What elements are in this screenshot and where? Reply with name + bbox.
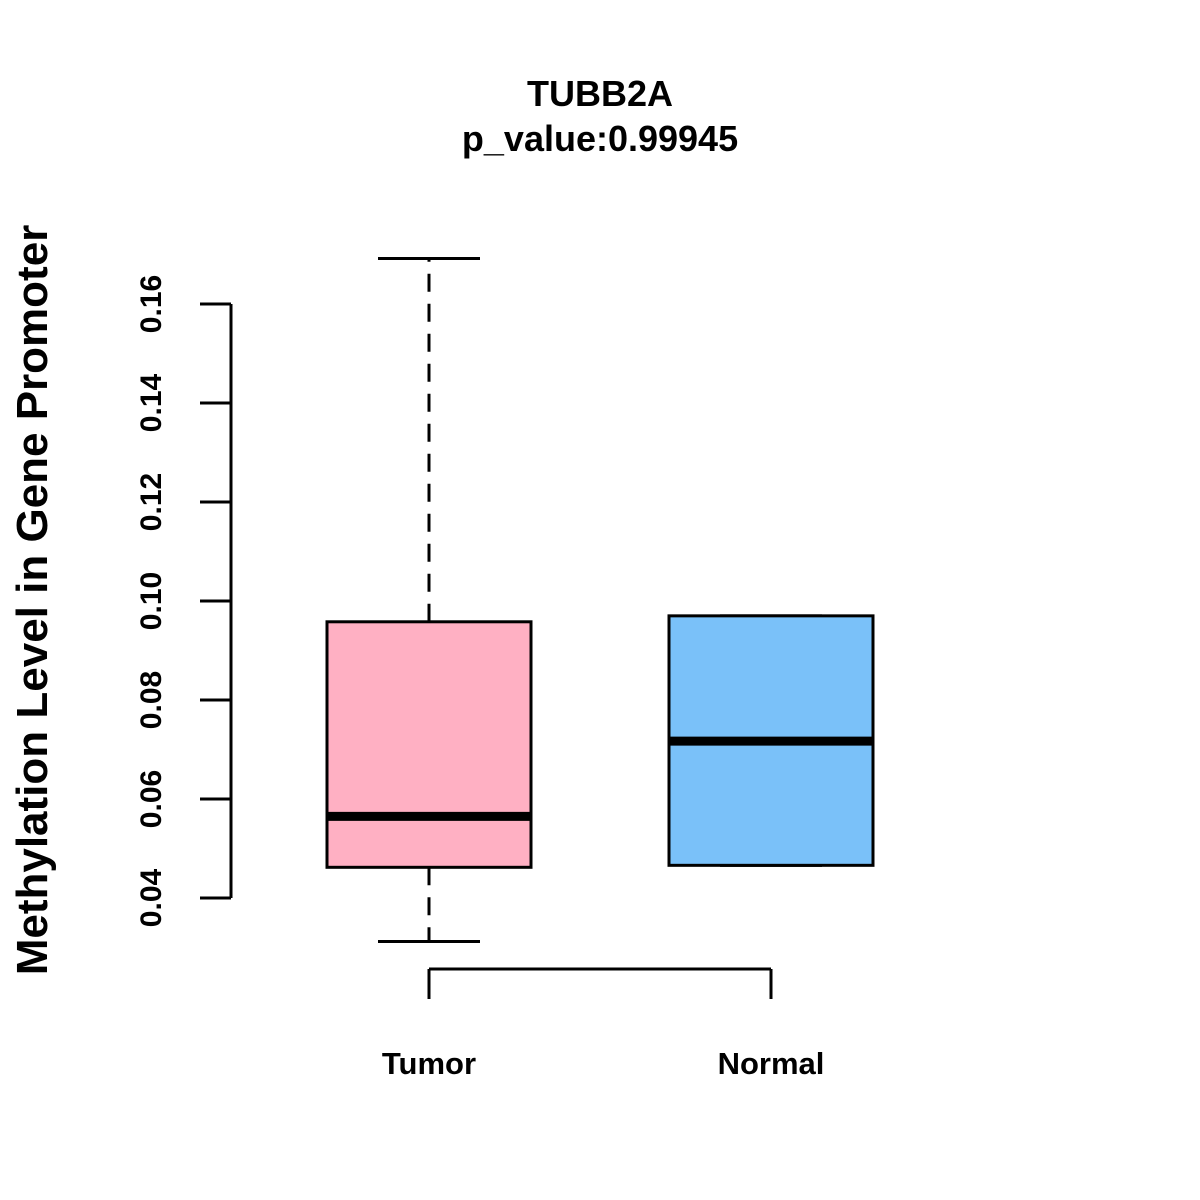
y-tick-label-5: 0.14 bbox=[135, 373, 168, 432]
chart-subtitle: p_value:0.99945 bbox=[462, 118, 738, 159]
y-tick-label-3: 0.10 bbox=[135, 572, 168, 630]
x-tick-label-tumor: Tumor bbox=[382, 1046, 476, 1081]
y-axis-label: Methylation Level in Gene Promoter bbox=[8, 225, 57, 976]
x-tick-label-normal: Normal bbox=[718, 1046, 825, 1081]
y-tick-label-0: 0.04 bbox=[135, 868, 168, 927]
y-axis: 0.04 0.06 0.08 0.10 0.12 0.14 0.16 bbox=[135, 275, 233, 927]
y-tick-label-1: 0.06 bbox=[135, 770, 168, 828]
box-normal bbox=[667, 614, 875, 867]
chart-title: TUBB2A bbox=[527, 73, 673, 114]
y-tick-label-2: 0.08 bbox=[135, 671, 168, 729]
y-tick-label-6: 0.16 bbox=[135, 275, 168, 333]
boxes-layer bbox=[325, 256, 875, 944]
box-rect-0 bbox=[325, 620, 533, 869]
x-axis: Tumor Normal bbox=[382, 967, 825, 1081]
box-tumor bbox=[325, 256, 533, 944]
y-tick-label-4: 0.12 bbox=[135, 473, 168, 531]
